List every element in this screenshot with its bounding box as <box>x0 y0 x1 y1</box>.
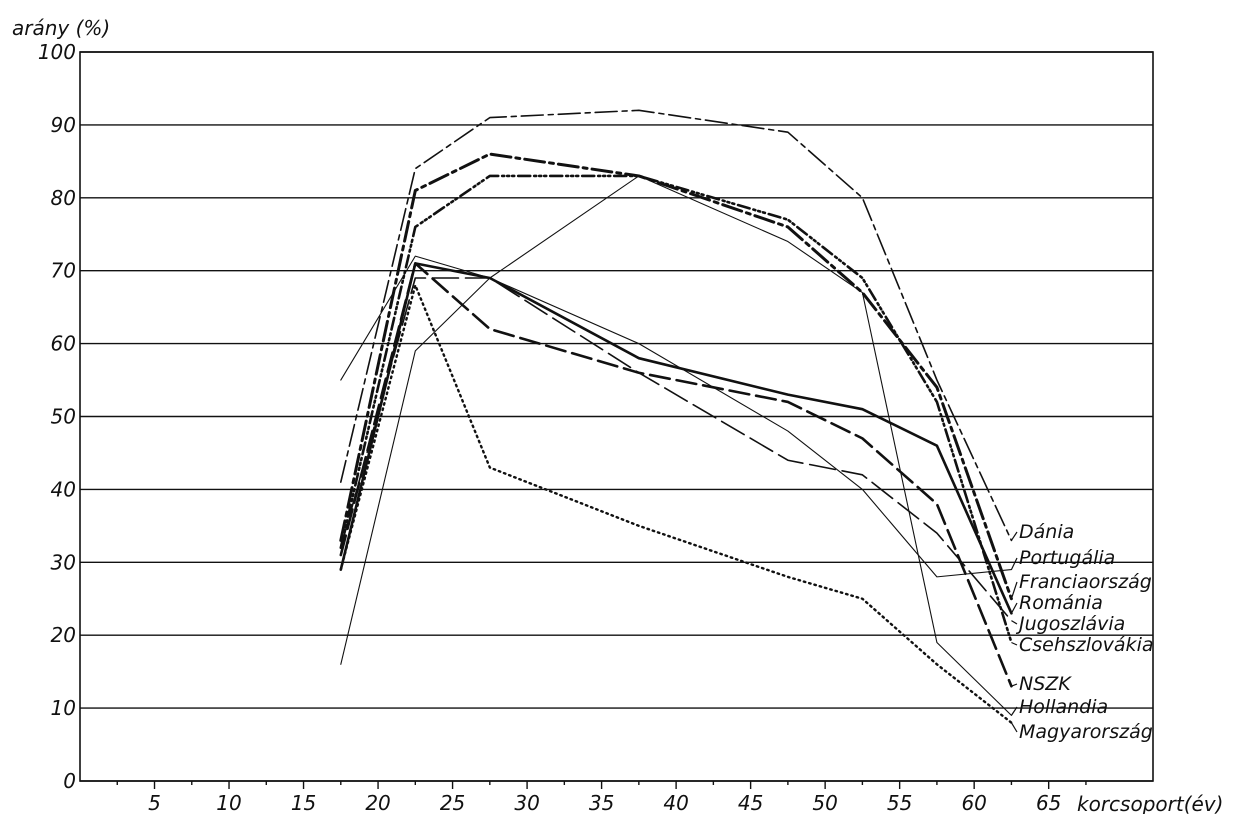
x-tick-20: 20 <box>365 791 390 814</box>
y-tick-0: 0 <box>63 769 76 793</box>
x-tick-5: 5 <box>148 791 161 814</box>
x-axis-label: korcsoport(év) <box>1077 792 1223 814</box>
series-label-4: Jugoszlávia <box>1015 613 1125 635</box>
series-leader-8 <box>1010 722 1018 733</box>
x-tick-30: 30 <box>514 791 539 814</box>
series-leader-3 <box>1010 602 1018 614</box>
plot-frame <box>79 51 1154 782</box>
series-label-2: Franciaország <box>1019 571 1152 593</box>
series-leader-6 <box>1011 683 1018 687</box>
series-leader-0 <box>1010 531 1018 541</box>
series-line-0 <box>339 109 1013 542</box>
x-tick-65: 65 <box>1036 791 1061 814</box>
x-tick-45: 45 <box>738 791 763 814</box>
series-line-3 <box>339 262 1013 615</box>
series-leader-2 <box>1010 581 1018 599</box>
y-tick-100: 100 <box>38 40 76 64</box>
series-leader-1 <box>1010 557 1018 570</box>
series-line-4 <box>339 277 1013 622</box>
series-line-5 <box>339 174 1013 644</box>
x-tick-25: 25 <box>440 791 465 814</box>
series-line-8 <box>339 284 1013 724</box>
y-tick-30: 30 <box>51 550 76 574</box>
y-tick-80: 80 <box>51 186 76 210</box>
y-tick-20: 20 <box>51 623 76 647</box>
series-labels: Dánia PortugáliaFranciaországRomániaJugos… <box>1010 521 1153 743</box>
series-label-8: Magyarország <box>1019 721 1153 743</box>
series-label-1: Portugália <box>1019 547 1115 569</box>
series-label-6: NSZK <box>1019 673 1072 695</box>
series-leader-5 <box>1011 641 1018 646</box>
y-tick-70: 70 <box>51 259 76 283</box>
x-tick-55: 55 <box>887 791 912 814</box>
plot-border <box>79 51 1154 782</box>
series-leader-7 <box>1010 706 1018 716</box>
x-tick-60: 60 <box>961 791 986 814</box>
y-tick-60: 60 <box>51 332 76 356</box>
series-line-2 <box>339 152 1013 601</box>
y-tick-10: 10 <box>51 696 76 720</box>
series-label-7: Hollandia <box>1019 696 1108 718</box>
x-tick-labels: 5 10 15 20 25 30 35 40 45 50 55 60 65 <box>116 781 1087 814</box>
series-label-5: Csehszlovákia <box>1019 634 1153 656</box>
x-tick-35: 35 <box>589 791 614 814</box>
series-line-7 <box>340 175 1012 716</box>
y-tick-90: 90 <box>51 113 76 137</box>
grid-lines <box>80 51 1153 782</box>
series-leader-4 <box>1011 620 1018 625</box>
x-tick-15: 15 <box>291 791 316 814</box>
y-axis-label: arány (%) <box>12 16 110 40</box>
series-label-0: Dánia <box>1019 521 1074 543</box>
y-tick-50: 50 <box>51 405 76 429</box>
series-label-3: Románia <box>1019 592 1103 614</box>
series-line-6 <box>339 262 1013 688</box>
x-tick-10: 10 <box>216 791 241 814</box>
y-tick-40: 40 <box>51 477 76 501</box>
y-tick-labels: 0 10 20 30 40 50 60 70 80 90 100 <box>38 40 76 793</box>
series-lines <box>339 109 1013 724</box>
x-tick-50: 50 <box>812 791 837 814</box>
x-tick-40: 40 <box>663 791 688 814</box>
